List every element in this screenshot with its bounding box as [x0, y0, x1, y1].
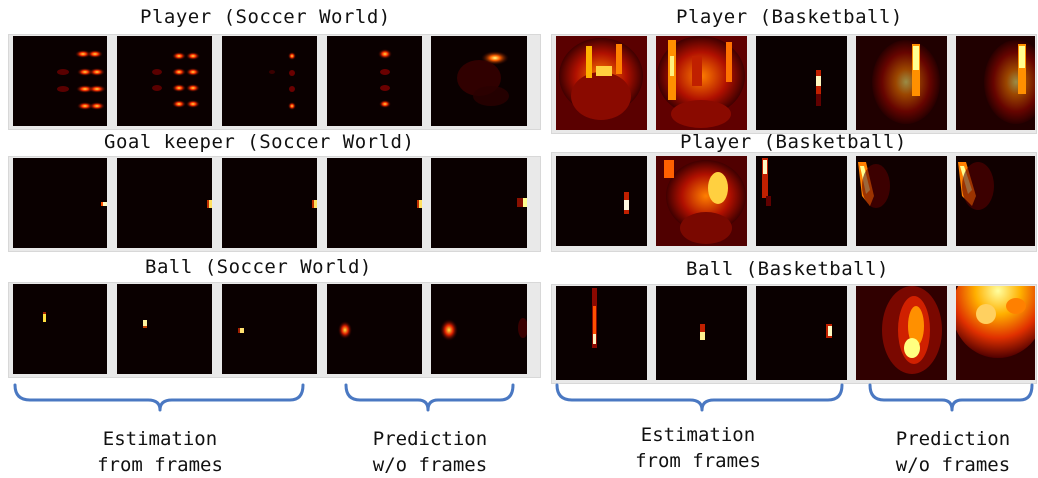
heatmap-basketball-player1-5: [956, 36, 1035, 130]
bracket-basketball-prediction: [868, 383, 1034, 412]
heatmap-soccer-goalkeeper-1: [13, 158, 107, 248]
heatmap-soccer-player-3: [222, 36, 317, 126]
group-label-basketball-estimation: Estimation from frames: [598, 422, 798, 474]
bracket-basketball-estimation: [555, 383, 844, 412]
heatmap-soccer-ball-4: [327, 284, 422, 374]
heatmap-basketball-ball-5: [956, 286, 1035, 380]
group-label-soccer-estimation: Estimation from frames: [60, 426, 260, 478]
heatmap-soccer-player-2: [117, 36, 212, 126]
heatmap-basketball-ball-3: [756, 286, 847, 380]
group-label-basketball-prediction: Prediction w/o frames: [853, 426, 1038, 478]
bracket-soccer-prediction: [344, 383, 515, 412]
group-label-line1: Prediction: [895, 428, 1011, 450]
heatmap-basketball-player1-2: [656, 36, 747, 130]
heatmap-basketball-player2-4: [856, 156, 947, 246]
heatmap-soccer-goalkeeper-3: [222, 158, 317, 248]
row-title-soccer-ball: Ball (Soccer World): [145, 256, 372, 278]
heatmap-basketball-player1-4: [856, 36, 947, 130]
row-title-basketball-ball: Ball (Basketball): [686, 258, 889, 280]
heatmap-soccer-player-1: [13, 36, 107, 126]
heatmap-basketball-ball-1: [556, 286, 647, 380]
row-title-soccer-player: Player (Soccer World): [140, 6, 391, 28]
group-label-soccer-prediction: Prediction w/o frames: [330, 426, 530, 478]
bracket-soccer-estimation: [13, 383, 305, 412]
group-label-line1: Estimation: [640, 424, 756, 446]
heatmap-soccer-player-5: [431, 36, 527, 126]
heatmap-basketball-ball-2: [656, 286, 747, 380]
heatmap-soccer-player-4: [327, 36, 422, 126]
heatmap-basketball-player2-2: [656, 156, 747, 246]
bracket-lines: [13, 383, 1034, 412]
heatmap-basketball-ball-4: [856, 286, 947, 380]
heatmap-basketball-player1-1: [556, 36, 647, 130]
heatmap-soccer-ball-3: [222, 284, 317, 374]
heatmap-soccer-goalkeeper-5: [431, 158, 527, 248]
heatmap-soccer-ball-1: [13, 284, 107, 374]
group-label-line2: w/o frames: [372, 454, 488, 476]
heatmap-soccer-goalkeeper-2: [117, 158, 212, 248]
heatmap-basketball-player2-3: [756, 156, 847, 246]
group-label-line1: Prediction: [372, 428, 488, 450]
heatmap-basketball-player1-3: [756, 36, 847, 130]
heatmap-soccer-ball-5: [431, 284, 527, 374]
heatmap-basketball-player2-5: [956, 156, 1035, 246]
group-label-line1: Estimation: [102, 428, 218, 450]
group-label-line2: from frames: [635, 450, 761, 472]
heatmap-basketball-player2-1: [556, 156, 647, 246]
heatmap-soccer-goalkeeper-4: [327, 158, 422, 248]
row-title-basketball-player-1: Player (Basketball): [676, 6, 903, 28]
group-label-line2: w/o frames: [895, 454, 1011, 476]
heatmap-soccer-ball-2: [117, 284, 212, 374]
row-title-basketball-player-2: Player (Basketball): [680, 131, 907, 153]
row-title-soccer-goalkeeper: Goal keeper (Soccer World): [104, 131, 415, 153]
group-label-line2: from frames: [97, 454, 223, 476]
